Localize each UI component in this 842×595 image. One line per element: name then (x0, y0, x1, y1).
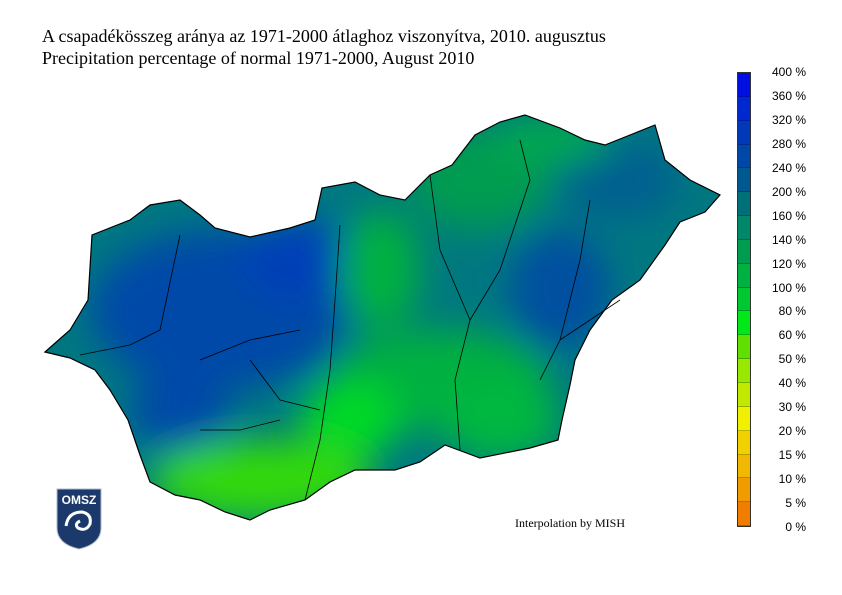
legend-swatch (738, 359, 750, 383)
legend-swatch (738, 406, 750, 431)
title-hungarian: A csapadékösszeg aránya az 1971-2000 átl… (42, 26, 606, 46)
legend-label: 120 % (771, 256, 806, 271)
wave-icon (64, 510, 92, 531)
legend-swatch (738, 502, 750, 527)
legend-label: 5 % (785, 496, 806, 511)
interpolation-credit: Interpolation by MISH (515, 516, 625, 530)
legend-label: 40 % (778, 376, 806, 391)
legend-swatch (738, 263, 750, 288)
legend-swatch (738, 311, 750, 336)
legend-swatch (738, 478, 750, 503)
legend-label: 0 % (785, 520, 806, 534)
color-scale-bar (737, 72, 751, 527)
legend-label: 10 % (778, 472, 806, 487)
legend-swatch (738, 144, 750, 169)
logo-text: OMSZ (62, 493, 97, 507)
legend-swatch (738, 216, 750, 240)
legend-swatch (738, 239, 750, 264)
legend-label: 140 % (771, 232, 806, 247)
legend-label: 360 % (771, 88, 806, 103)
legend-label: 320 % (771, 112, 806, 127)
legend-label: 200 % (771, 184, 806, 199)
legend-label: 160 % (771, 208, 806, 223)
legend-label: 60 % (778, 328, 806, 343)
legend-swatch (738, 168, 750, 193)
legend-label: 280 % (771, 136, 806, 151)
legend-swatch (738, 96, 750, 121)
legend-swatch (738, 120, 750, 145)
legend-swatch (738, 430, 750, 455)
legend-label: 20 % (778, 424, 806, 439)
legend-label: 30 % (778, 400, 806, 415)
legend-swatch (738, 382, 750, 407)
legend-swatch (738, 73, 750, 97)
legend-label: 50 % (778, 352, 806, 367)
legend-label: 240 % (771, 160, 806, 175)
legend-label: 80 % (778, 304, 806, 319)
legend-swatch (738, 335, 750, 360)
legend-swatch (738, 192, 750, 217)
legend-swatch (738, 287, 750, 312)
legend-swatch (738, 454, 750, 479)
county-borders (79, 139, 621, 501)
legend-label: 15 % (778, 448, 806, 463)
legend-label: 400 % (771, 65, 806, 79)
omsz-logo: OMSZ (56, 488, 102, 550)
title-english: Precipitation percentage of normal 1971-… (42, 48, 475, 68)
legend-label: 100 % (771, 280, 806, 295)
